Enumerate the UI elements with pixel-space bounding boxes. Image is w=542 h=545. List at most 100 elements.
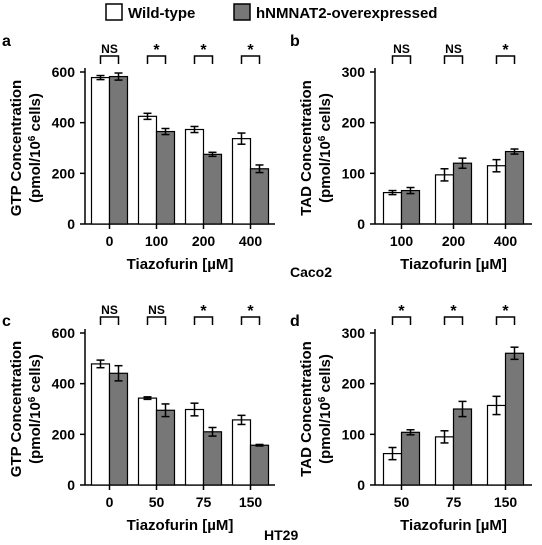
legend-swatch-overexpressed [233, 3, 251, 21]
y-tick-label: 100 [342, 165, 366, 181]
x-tick-label: 200 [442, 233, 466, 249]
significance-label: NS [101, 303, 118, 317]
bar-wild-type [486, 404, 507, 486]
bar-overexpressed [249, 168, 270, 225]
bar-wild-type [231, 138, 252, 225]
x-axis-label: Tiazofurin [µM] [127, 517, 234, 534]
x-axis-label: Tiazofurin [µM] [400, 256, 507, 273]
x-tick-label: 75 [196, 494, 212, 510]
y-axis-label-unit: (pmol/106 cells) [27, 93, 44, 203]
significance-label: NS [445, 42, 462, 56]
bar-overexpressed [504, 150, 525, 225]
bar-overexpressed [504, 352, 525, 486]
y-tick-label: 0 [67, 216, 75, 232]
group-label-ht29: HT29 [264, 527, 298, 543]
panel-letter-c: c [2, 313, 11, 330]
significance-label: * [247, 42, 254, 59]
y-axis-label-unit: (pmol/106 cells) [317, 93, 334, 203]
x-tick-label: 400 [494, 233, 518, 249]
y-tick-label: 200 [342, 376, 366, 392]
bar-overexpressed [452, 408, 473, 486]
bar-wild-type [231, 419, 252, 486]
y-axis-label-unit: (pmol/106 cells) [27, 354, 44, 464]
bar-overexpressed [452, 162, 473, 225]
bar-overexpressed [400, 189, 421, 225]
panel-a: 0 200 400 600 0 NS 100 * 200 * 400 * Tiazofurin [µM]… [8, 42, 275, 273]
significance-label: NS [101, 42, 118, 56]
bar-overexpressed [249, 444, 270, 486]
panel-c: 0 200 400 600 0 NS 50 NS 75 * 150 * Tiazofurin [µM] G… [8, 303, 275, 534]
group-label-caco2: Caco2 [290, 264, 332, 280]
significance-bracket [443, 316, 464, 325]
significance-bracket [240, 55, 261, 64]
significance-label: * [398, 303, 405, 320]
y-tick-label: 300 [342, 64, 366, 80]
y-tick-label: 300 [342, 325, 366, 341]
significance-bracket [240, 316, 261, 325]
significance-bracket [146, 316, 167, 325]
y-tick-label: 200 [52, 165, 76, 181]
x-tick-label: 0 [106, 233, 114, 249]
legend-label-wild-type: Wild-type [128, 5, 195, 22]
bar-overexpressed [108, 75, 129, 225]
significance-bracket [391, 316, 412, 325]
significance-bracket [193, 316, 214, 325]
significance-label: * [200, 42, 207, 59]
bar-wild-type [434, 174, 455, 225]
y-axis-label: GTP Concentration [8, 341, 25, 477]
y-axis-label: TAD Concentration [298, 80, 315, 216]
y-axis-label-unit: (pmol/106 cells) [317, 354, 334, 464]
legend-label-overexpressed: hNMNAT2-overexpressed [256, 5, 437, 22]
significance-label: NS [148, 303, 165, 317]
bar-wild-type [486, 165, 507, 225]
panel-letter-a: a [2, 33, 11, 50]
significance-bracket [193, 55, 214, 64]
bar-wild-type [382, 191, 403, 225]
x-tick-label: 0 [106, 494, 114, 510]
bar-overexpressed [400, 431, 421, 486]
x-tick-label: 100 [145, 233, 169, 249]
bar-wild-type [90, 363, 111, 486]
significance-bracket [495, 55, 516, 64]
significance-bracket [99, 55, 120, 64]
bar-overexpressed [155, 409, 176, 486]
x-axis-label: Tiazofurin [µM] [400, 517, 507, 534]
legend-swatch-wild-type [105, 3, 123, 21]
panel-d: 0 100 200 300 50 * 75 * 150 * Tiazofurin [µM] TAD C… [298, 303, 532, 534]
significance-label: NS [393, 42, 410, 56]
y-tick-label: 400 [52, 115, 76, 131]
bar-wild-type [137, 115, 158, 225]
significance-label: * [247, 303, 254, 320]
significance-bracket [495, 316, 516, 325]
bar-wild-type [184, 128, 205, 225]
bar-wild-type [137, 397, 158, 486]
y-tick-label: 0 [357, 216, 365, 232]
x-tick-label: 150 [494, 494, 518, 510]
bar-overexpressed [155, 130, 176, 225]
x-tick-label: 200 [192, 233, 216, 249]
panel-letter-d: d [290, 313, 300, 330]
significance-label: * [502, 42, 509, 59]
bar-wild-type [90, 76, 111, 225]
significance-bracket [99, 316, 120, 325]
significance-label: * [200, 303, 207, 320]
y-tick-label: 0 [357, 477, 365, 493]
significance-bracket [391, 55, 412, 64]
bar-wild-type [184, 408, 205, 486]
significance-bracket [443, 55, 464, 64]
y-axis-label: TAD Concentration [298, 341, 315, 477]
y-tick-label: 100 [342, 426, 366, 442]
x-tick-label: 400 [239, 233, 263, 249]
x-tick-label: 50 [149, 494, 165, 510]
y-tick-label: 200 [52, 426, 76, 442]
legend: Wild-type hNMNAT2-overexpressed [105, 3, 437, 22]
panel-letter-b: b [290, 33, 300, 50]
bar-overexpressed [202, 431, 223, 486]
bar-overexpressed [108, 372, 129, 486]
panel-b: 0 100 200 300 100 NS 200 NS 400 * Tiazofurin [µM] T… [298, 42, 532, 273]
significance-bracket [146, 55, 167, 64]
x-tick-label: 150 [239, 494, 263, 510]
x-tick-label: 50 [394, 494, 410, 510]
significance-label: * [153, 42, 160, 59]
